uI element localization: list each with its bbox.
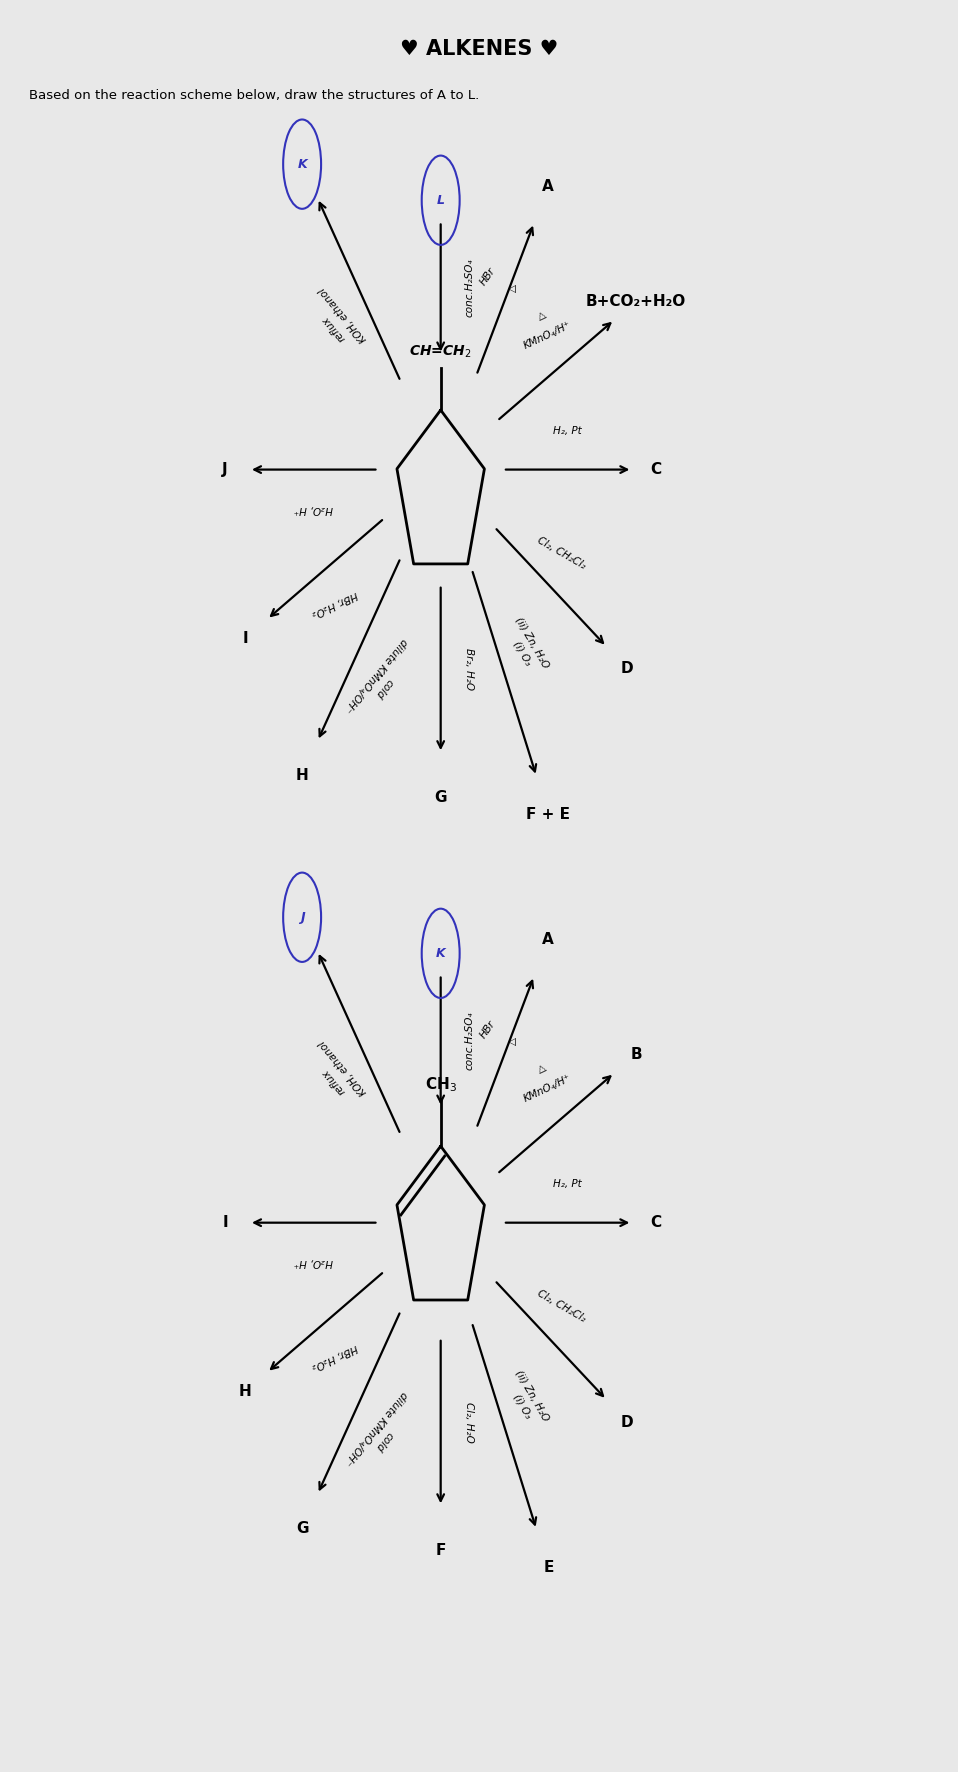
Text: G: G bbox=[434, 790, 447, 804]
Text: B+CO₂+H₂O: B+CO₂+H₂O bbox=[586, 294, 686, 308]
Text: HBr, H₂O₂: HBr, H₂O₂ bbox=[310, 590, 358, 618]
Text: H₂, Pt: H₂, Pt bbox=[553, 1178, 582, 1189]
Text: Cl₂, H₂O: Cl₂, H₂O bbox=[465, 1402, 474, 1442]
Text: dilute KMnO₄/OH⁻: dilute KMnO₄/OH⁻ bbox=[342, 636, 409, 712]
Text: HBr: HBr bbox=[478, 1019, 497, 1040]
Text: A: A bbox=[542, 179, 554, 193]
Text: reflux: reflux bbox=[321, 1067, 348, 1097]
Text: C: C bbox=[650, 462, 662, 477]
Text: KOH, ethanol: KOH, ethanol bbox=[317, 1038, 369, 1097]
Text: (ii) Zn, H₂O: (ii) Zn, H₂O bbox=[513, 1368, 551, 1423]
Text: H: H bbox=[296, 767, 308, 783]
Text: Br₂, H₂O: Br₂, H₂O bbox=[465, 649, 474, 689]
Text: (ii) Zn, H₂O: (ii) Zn, H₂O bbox=[513, 615, 551, 670]
Text: H₂, Pt: H₂, Pt bbox=[553, 425, 582, 436]
Text: △: △ bbox=[536, 310, 548, 323]
Text: conc.H₂SO₄: conc.H₂SO₄ bbox=[465, 259, 474, 317]
Text: H: H bbox=[239, 1384, 252, 1398]
Text: Cl₂, CH₂Cl₂: Cl₂, CH₂Cl₂ bbox=[536, 1288, 587, 1324]
Text: CH$_3$: CH$_3$ bbox=[424, 1076, 457, 1093]
Text: Based on the reaction scheme below, draw the structures of A to L.: Based on the reaction scheme below, draw… bbox=[29, 89, 479, 101]
Text: D: D bbox=[621, 1414, 633, 1430]
Text: L: L bbox=[437, 193, 445, 207]
Text: K: K bbox=[436, 946, 445, 960]
Text: I: I bbox=[242, 631, 248, 645]
Text: C: C bbox=[650, 1216, 662, 1230]
Text: H₂O, H⁺: H₂O, H⁺ bbox=[294, 1256, 333, 1267]
Text: ♥ ALKENES ♥: ♥ ALKENES ♥ bbox=[399, 39, 559, 58]
Text: Cl₂, CH₂Cl₂: Cl₂, CH₂Cl₂ bbox=[536, 535, 587, 571]
Text: HBr: HBr bbox=[478, 266, 497, 287]
Text: HBr, H₂O₂: HBr, H₂O₂ bbox=[310, 1343, 358, 1372]
Text: A: A bbox=[542, 932, 554, 946]
Text: cold: cold bbox=[374, 677, 395, 700]
Text: reflux: reflux bbox=[321, 314, 348, 344]
Text: conc.H₂SO₄: conc.H₂SO₄ bbox=[465, 1012, 474, 1070]
Text: E: E bbox=[543, 1561, 554, 1575]
Text: D: D bbox=[621, 661, 633, 677]
Text: KOH, ethanol: KOH, ethanol bbox=[317, 285, 369, 344]
Text: I: I bbox=[222, 1216, 228, 1230]
Text: △: △ bbox=[508, 1037, 517, 1045]
Text: H₂O, H⁺: H₂O, H⁺ bbox=[294, 503, 333, 514]
Text: CH=CH$_2$: CH=CH$_2$ bbox=[409, 344, 472, 360]
Text: (i) O₃: (i) O₃ bbox=[512, 1393, 534, 1421]
Text: (i) O₃: (i) O₃ bbox=[512, 640, 534, 668]
Text: K: K bbox=[297, 158, 307, 170]
Text: dilute KMnO₄/OH⁻: dilute KMnO₄/OH⁻ bbox=[342, 1389, 409, 1465]
Text: F + E: F + E bbox=[527, 808, 570, 822]
Text: J: J bbox=[300, 911, 305, 923]
Text: △: △ bbox=[536, 1063, 548, 1076]
Text: G: G bbox=[296, 1520, 308, 1536]
Text: J: J bbox=[222, 462, 228, 477]
Text: F: F bbox=[436, 1543, 445, 1558]
Text: KMnO₄/H⁺: KMnO₄/H⁺ bbox=[521, 1072, 572, 1104]
Text: cold: cold bbox=[374, 1430, 395, 1453]
Text: B: B bbox=[630, 1047, 642, 1061]
Text: KMnO₄/H⁺: KMnO₄/H⁺ bbox=[521, 319, 572, 351]
Text: △: △ bbox=[508, 284, 517, 292]
